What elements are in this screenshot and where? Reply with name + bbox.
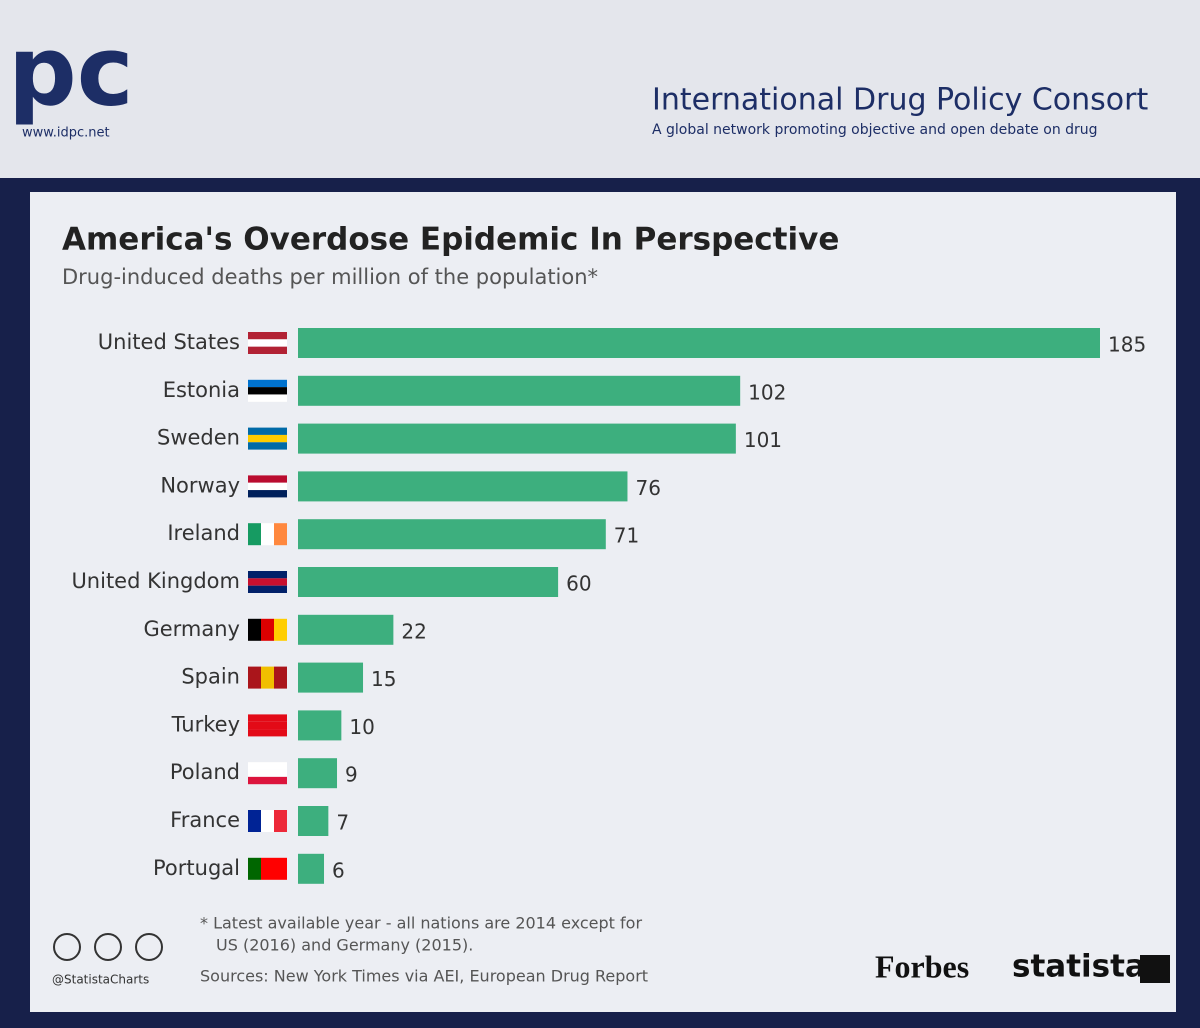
value-label: 102 bbox=[748, 380, 786, 404]
value-label: 101 bbox=[744, 428, 782, 452]
bar bbox=[298, 662, 364, 693]
flag bbox=[248, 810, 261, 832]
flag bbox=[248, 482, 287, 491]
flag bbox=[261, 857, 274, 880]
category-label: United Kingdom bbox=[71, 569, 240, 593]
url: www.idpc.net bbox=[22, 126, 110, 141]
flag bbox=[274, 857, 287, 880]
flag bbox=[248, 475, 287, 483]
flag bbox=[248, 857, 261, 880]
flag bbox=[248, 387, 287, 395]
bar bbox=[298, 375, 741, 406]
footnote: US (2016) and Germany (2015). bbox=[216, 936, 473, 955]
bar bbox=[298, 567, 559, 597]
category-label: Sweden bbox=[157, 426, 240, 450]
logo: pc bbox=[8, 15, 134, 127]
flag bbox=[248, 339, 287, 347]
header-band bbox=[0, 0, 1200, 178]
value-label: 76 bbox=[635, 476, 660, 500]
flag bbox=[274, 618, 287, 641]
category-label: Poland bbox=[170, 760, 240, 784]
flag bbox=[248, 578, 287, 586]
value-label: 7 bbox=[336, 811, 349, 835]
brand: Forbes bbox=[875, 948, 969, 984]
flag bbox=[248, 585, 287, 593]
bar bbox=[298, 758, 338, 789]
flag bbox=[248, 729, 287, 737]
source: Sources: New York Times via AEI, Europea… bbox=[200, 967, 648, 986]
bar bbox=[298, 806, 329, 836]
category-label: Estonia bbox=[163, 378, 240, 402]
chart-title: America's Overdose Epidemic In Perspecti… bbox=[62, 222, 839, 258]
value-label: 22 bbox=[401, 619, 426, 643]
category-label: Portugal bbox=[153, 856, 240, 880]
value-label: 15 bbox=[371, 667, 396, 691]
category-label: Norway bbox=[160, 473, 240, 497]
flag bbox=[248, 714, 287, 722]
flag bbox=[248, 721, 287, 730]
license-icons bbox=[53, 933, 163, 961]
value-label: 6 bbox=[332, 858, 345, 882]
value-label: 9 bbox=[345, 763, 358, 787]
flag bbox=[248, 490, 287, 498]
flag bbox=[261, 666, 274, 689]
flag bbox=[274, 666, 287, 689]
value-label: 60 bbox=[566, 572, 591, 596]
flag bbox=[274, 523, 287, 546]
flag bbox=[248, 332, 287, 340]
flag bbox=[248, 618, 261, 641]
bar bbox=[298, 471, 628, 502]
brand-icon bbox=[1140, 955, 1170, 983]
org-title: International Drug Policy Consort bbox=[652, 83, 1148, 118]
flag bbox=[261, 810, 274, 832]
flag bbox=[248, 442, 287, 450]
category-label: United States bbox=[98, 330, 240, 354]
category-label: France bbox=[170, 808, 240, 832]
flag bbox=[261, 523, 274, 546]
category-label: Turkey bbox=[171, 712, 240, 736]
flag bbox=[248, 666, 261, 689]
brand: statista bbox=[1012, 949, 1146, 985]
flag bbox=[248, 394, 287, 402]
value-label: 10 bbox=[349, 715, 374, 739]
flag bbox=[248, 762, 287, 770]
org-tagline: A global network promoting objective and… bbox=[652, 122, 1098, 138]
bar bbox=[298, 614, 394, 645]
flag bbox=[248, 346, 287, 354]
flag bbox=[248, 769, 287, 777]
bar bbox=[298, 710, 342, 741]
bar bbox=[298, 423, 736, 454]
flag bbox=[274, 810, 287, 832]
chart-panel bbox=[30, 192, 1176, 1012]
flag bbox=[248, 776, 287, 785]
flag bbox=[248, 434, 287, 443]
flag bbox=[248, 523, 261, 546]
footnote: * Latest available year - all nations ar… bbox=[200, 914, 642, 933]
bar bbox=[298, 853, 325, 884]
value-label: 71 bbox=[614, 524, 639, 548]
credit: @StatistaCharts bbox=[52, 973, 149, 987]
category-label: Germany bbox=[143, 617, 240, 641]
flag bbox=[261, 618, 274, 641]
bar bbox=[298, 328, 1100, 358]
flag bbox=[248, 571, 287, 579]
bar bbox=[298, 519, 606, 550]
category-label: Spain bbox=[181, 665, 240, 689]
category-label: Ireland bbox=[167, 521, 240, 545]
value-label: 185 bbox=[1108, 333, 1146, 357]
chart-subtitle: Drug-induced deaths per million of the p… bbox=[62, 265, 598, 289]
flag bbox=[248, 379, 287, 388]
flag bbox=[248, 427, 287, 435]
